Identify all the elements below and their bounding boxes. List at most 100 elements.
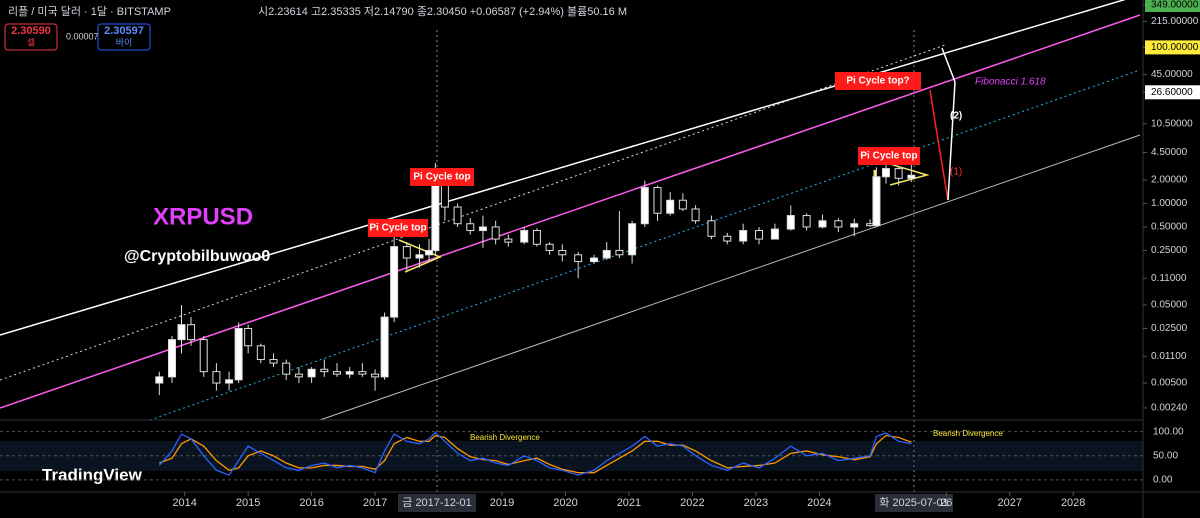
x-tick-label: 2027 bbox=[997, 497, 1021, 509]
candle-body bbox=[425, 249, 434, 256]
buy-button[interactable] bbox=[97, 23, 151, 51]
y-tick-label: 349.00000 bbox=[1151, 0, 1199, 11]
y-tick-label: 45.00000 bbox=[1151, 69, 1193, 80]
candle-body bbox=[431, 174, 440, 251]
osc-tick-label: 100.00 bbox=[1153, 426, 1184, 437]
candle-body bbox=[187, 324, 196, 341]
candle-body bbox=[390, 246, 399, 318]
x-tick-label: 2028 bbox=[1061, 497, 1085, 509]
candle-body bbox=[872, 176, 881, 227]
y-tick-label: 215.00000 bbox=[1151, 16, 1199, 27]
x-tick-label: 2023 bbox=[744, 497, 768, 509]
sell-button[interactable] bbox=[4, 23, 58, 51]
annotation-box bbox=[858, 147, 920, 165]
buy-label[interactable]: 바이 bbox=[116, 37, 133, 47]
candle-body bbox=[678, 199, 687, 210]
cursor-label: 화 2025-07-01 bbox=[879, 496, 948, 509]
candle-body bbox=[332, 371, 341, 375]
candle-body bbox=[256, 345, 265, 361]
channel-line bbox=[0, 44, 946, 381]
candle-body bbox=[234, 327, 243, 381]
y-tick-label: 0.01100 bbox=[1151, 351, 1187, 362]
candle-body bbox=[850, 223, 859, 228]
candle-body bbox=[818, 220, 827, 228]
y-tick-label: 0.00240 bbox=[1151, 403, 1188, 414]
annotation-box bbox=[835, 72, 921, 90]
candle-body bbox=[739, 230, 748, 242]
annotation: (1) bbox=[950, 167, 962, 178]
x-tick-label: 2024 bbox=[807, 497, 831, 509]
candle-body bbox=[415, 254, 424, 259]
candle-body bbox=[199, 339, 208, 373]
candle-body bbox=[707, 220, 716, 237]
candle-body bbox=[212, 371, 221, 384]
candle-body bbox=[244, 327, 253, 347]
y-tick-label: 100.00000 bbox=[1151, 42, 1199, 53]
triangle bbox=[398, 239, 442, 273]
candle-body bbox=[167, 339, 176, 378]
x-tick-label: 2022 bbox=[680, 497, 704, 509]
candle-body bbox=[466, 223, 475, 232]
y-tick-label: 1.00000 bbox=[1151, 198, 1188, 209]
annotation: Bearish Divergence bbox=[470, 433, 540, 442]
candle-body bbox=[155, 376, 164, 384]
candle-body bbox=[491, 226, 500, 240]
candle-body bbox=[802, 215, 811, 228]
channel-line bbox=[0, 0, 1126, 336]
ohlc: 시2.23614 고2.35335 저2.14790 종2.30450 +0.0… bbox=[258, 5, 627, 18]
candle-body bbox=[504, 238, 513, 243]
candle-body bbox=[834, 220, 843, 228]
symbol: 리플 / 미국 달러 · 1달 · BITSTAMP bbox=[8, 5, 171, 18]
sell-price[interactable]: 2.30590 bbox=[11, 25, 51, 37]
x-tick-label: 2015 bbox=[236, 497, 260, 509]
buy-price[interactable]: 2.30597 bbox=[104, 25, 144, 37]
candle-body bbox=[558, 249, 567, 256]
x-tick-label: 2021 bbox=[617, 497, 641, 509]
candle-body bbox=[177, 324, 186, 341]
sell-label[interactable]: 셀 bbox=[27, 37, 35, 47]
annotation: Bearish Divergence bbox=[933, 429, 1003, 438]
candle-body bbox=[615, 249, 624, 256]
candle-body bbox=[602, 249, 611, 259]
channel-line bbox=[319, 134, 1141, 421]
candle-body bbox=[786, 215, 795, 230]
candle-body bbox=[770, 228, 779, 240]
candle-body bbox=[307, 368, 316, 378]
x-tick-label: 2019 bbox=[490, 497, 514, 509]
channel-line bbox=[149, 69, 1141, 421]
candle-body bbox=[653, 187, 662, 214]
annotation: Pi Cycle top bbox=[860, 151, 917, 162]
chart-subtitle: @Cryptobilbuwoo0 bbox=[124, 248, 270, 265]
candle-body bbox=[520, 230, 529, 243]
x-tick-label: 2020 bbox=[553, 497, 577, 509]
triangle bbox=[882, 161, 930, 186]
candle-body bbox=[574, 254, 583, 263]
candle-body bbox=[894, 168, 903, 179]
osc-line bbox=[158, 431, 912, 476]
y-tick-label: 0.11000 bbox=[1151, 273, 1187, 284]
osc-tick-label: 0.00 bbox=[1153, 475, 1173, 486]
candle-body bbox=[358, 371, 367, 375]
x-tick-label: 26 bbox=[940, 497, 952, 509]
candle-body bbox=[453, 206, 462, 225]
annotation: Fibonacci 1.618 bbox=[975, 77, 1046, 88]
cursor-label-bg bbox=[875, 494, 953, 512]
candle-body bbox=[755, 230, 764, 240]
cursor-label-bg bbox=[398, 494, 476, 512]
arrow bbox=[941, 47, 956, 201]
candle-body bbox=[294, 373, 303, 378]
candle-body bbox=[371, 373, 380, 378]
candle-body bbox=[590, 257, 599, 263]
y-tick-highlight bbox=[1145, 40, 1200, 55]
annotation: (2) bbox=[950, 111, 962, 122]
y-tick-label: 10.50000 bbox=[1151, 118, 1193, 129]
candle-body bbox=[380, 316, 389, 378]
x-tick-label: 2016 bbox=[299, 497, 323, 509]
candle-body bbox=[225, 379, 234, 384]
y-tick-label: 2.00000 bbox=[1151, 175, 1188, 186]
candle-body bbox=[723, 235, 732, 242]
candle-body bbox=[907, 174, 916, 179]
y-tick-label: 0.25000 bbox=[1151, 245, 1188, 256]
candle-body bbox=[881, 168, 890, 178]
candle-body bbox=[545, 243, 554, 251]
